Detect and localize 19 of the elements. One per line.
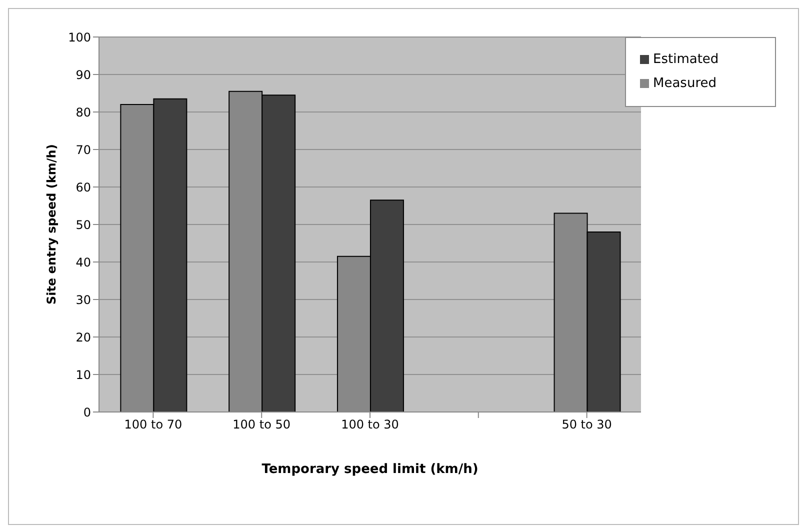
- y-tick-label: 10: [76, 368, 91, 382]
- x-tick-label: 50 to 30: [562, 418, 612, 432]
- x-tick-label: 100 to 30: [341, 418, 399, 432]
- y-tick-label: 70: [76, 142, 91, 157]
- y-tick-label: 0: [83, 405, 91, 420]
- x-tick-label: 100 to 50: [232, 418, 291, 432]
- y-tick-label: 50: [76, 218, 91, 232]
- y-tick-label: 80: [76, 105, 91, 120]
- y-axis-title: Site entry speed (km/h): [44, 144, 58, 304]
- y-tick-label: 60: [76, 180, 91, 194]
- x-tick-label: 100 to 70: [124, 418, 182, 432]
- y-tick-label: 30: [76, 292, 91, 307]
- legend-label: Measured: [653, 76, 717, 91]
- y-tick-label: 90: [76, 68, 91, 82]
- x-axis-title: Temporary speed limit (km/h): [262, 462, 478, 478]
- y-tick-label: 20: [76, 330, 91, 344]
- y-tick-label: 40: [76, 255, 91, 270]
- legend-label: Estimated: [653, 52, 719, 67]
- y-tick-label: 100: [68, 30, 91, 44]
